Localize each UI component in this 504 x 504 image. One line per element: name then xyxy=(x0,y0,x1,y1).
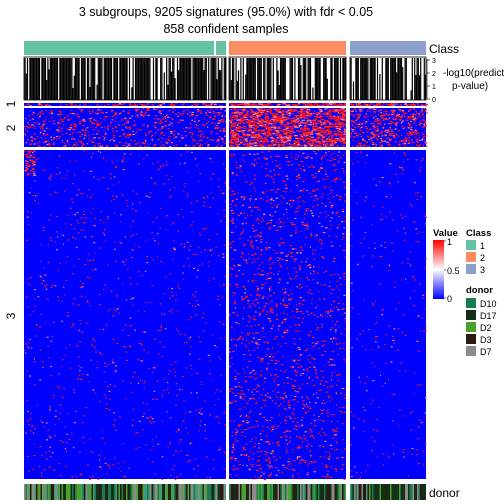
pvalue-label-line2: p-value) xyxy=(452,81,488,92)
class-legend-label-2: 2 xyxy=(480,253,485,263)
pvalue-tick-2: 2 xyxy=(432,71,436,78)
heatmap-body xyxy=(24,103,428,481)
pvalue-axis: 0 1 2 3 xyxy=(426,58,436,104)
row-gap-2 xyxy=(24,147,426,150)
value-legend-gradient xyxy=(433,240,444,299)
donor-legend-label-d3: D3 xyxy=(480,335,492,345)
class-legend: Class 1 2 3 xyxy=(466,228,491,275)
donor-legend-swatch-d17 xyxy=(466,310,476,320)
value-legend-tick-0.5: 0.5 xyxy=(447,266,460,276)
row-group-label-1: 1 xyxy=(4,100,18,107)
pvalue-tick-3: 3 xyxy=(432,58,436,65)
class-legend-title: Class xyxy=(466,228,491,239)
donor-annotation-bar xyxy=(24,484,426,500)
value-legend-tick-1: 1 xyxy=(447,237,452,247)
donor-legend-label-d17: D17 xyxy=(480,311,497,321)
pvalue-tick-1: 1 xyxy=(432,84,436,91)
value-legend: Value 1 0.5 0 xyxy=(433,228,460,304)
donor-legend-swatch-d3 xyxy=(466,334,476,344)
class-bar-group-1 xyxy=(24,41,226,55)
class-legend-label-3: 3 xyxy=(480,265,485,275)
class-bar-group-3 xyxy=(350,41,426,55)
donor-legend-title: donor xyxy=(466,285,493,296)
heatmap-background xyxy=(24,103,426,479)
pvalue-tick-0: 0 xyxy=(432,97,436,104)
donor-legend-swatch-d2 xyxy=(466,322,476,332)
donor-legend-label-d10: D10 xyxy=(480,299,497,309)
class-annotation-label: Class xyxy=(429,42,459,56)
class-bar-group-1-white-tick xyxy=(214,41,216,55)
class-legend-swatch-3 xyxy=(466,264,476,274)
donor-legend: donor D10 D17 D2 D3 D7 xyxy=(466,285,497,357)
column-gap-2 xyxy=(346,103,350,479)
pvalue-frame-2 xyxy=(228,56,347,101)
pvalue-bar-track xyxy=(23,56,427,101)
donor-legend-swatch-d7 xyxy=(466,346,476,356)
row-gap-1 xyxy=(24,106,426,108)
class-legend-label-1: 1 xyxy=(480,241,485,251)
chart-title: 3 subgroups, 9205 signatures (95.0%) wit… xyxy=(79,5,373,19)
donor-annotation-label: donor xyxy=(429,486,460,500)
donor-legend-label-d2: D2 xyxy=(480,323,492,333)
pvalue-label-line1: -log10(predict xyxy=(443,68,504,79)
class-legend-swatch-1 xyxy=(466,240,476,250)
value-legend-tick-0: 0 xyxy=(447,294,452,304)
class-annotation-bar xyxy=(24,41,426,55)
row-group-label-3: 3 xyxy=(4,312,18,319)
class-bar-group-2 xyxy=(229,41,346,55)
donor-legend-swatch-d10 xyxy=(466,298,476,308)
chart-subtitle: 858 confident samples xyxy=(163,22,288,36)
row-group-label-2: 2 xyxy=(4,124,18,131)
column-gap-1 xyxy=(226,103,229,479)
class-legend-swatch-2 xyxy=(466,252,476,262)
donor-legend-label-d7: D7 xyxy=(480,347,492,357)
value-legend-title: Value xyxy=(433,228,458,239)
